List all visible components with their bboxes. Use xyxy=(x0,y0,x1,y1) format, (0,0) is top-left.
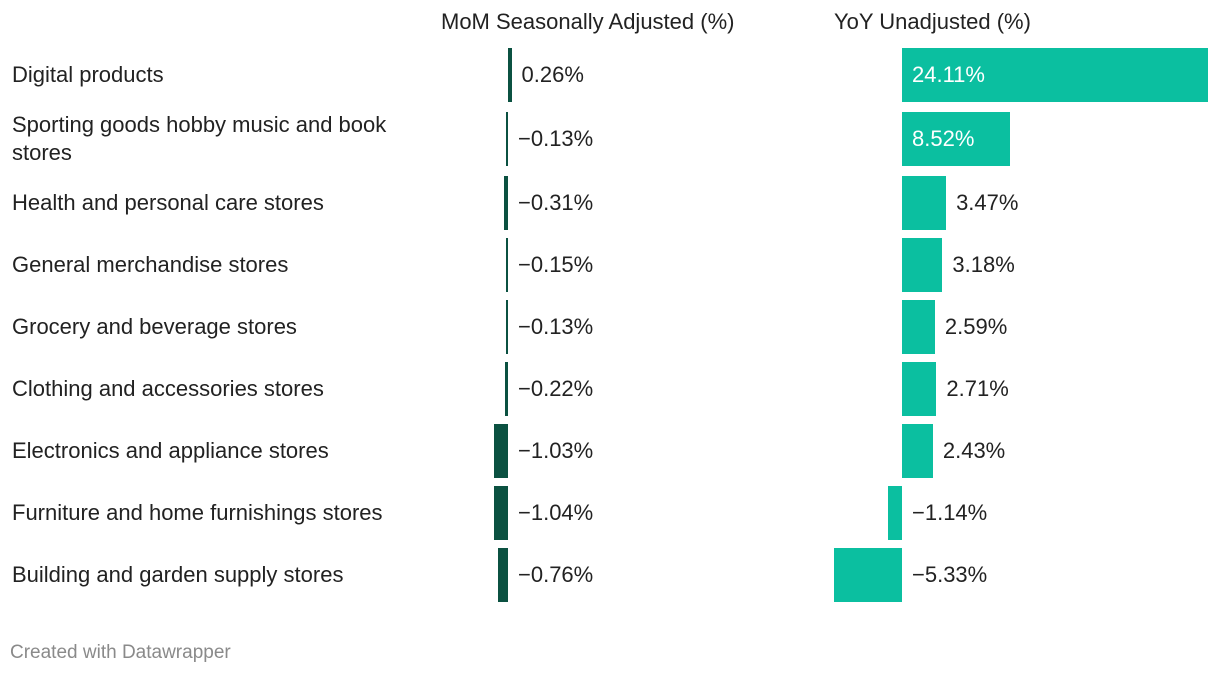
yoy-bar xyxy=(902,48,1209,102)
chart-row: General merchandise stores −0.15% 3.18% xyxy=(0,238,1220,292)
yoy-bar xyxy=(902,238,943,292)
mom-bar xyxy=(506,112,508,166)
chart-row: Health and personal care stores −0.31% 3.4… xyxy=(0,176,1220,230)
mom-bar xyxy=(503,176,508,230)
chart-row: Building and garden supply stores −0.76% −… xyxy=(0,548,1220,602)
datawrapper-credit: Created with Datawrapper xyxy=(10,642,231,663)
category-label: Digital products xyxy=(12,62,164,87)
category-label: Sporting goods hobby music and book stor… xyxy=(12,112,387,165)
yoy-bar xyxy=(902,112,1011,166)
mom-value-label: −0.22% xyxy=(518,376,594,401)
mom-value-label: −0.13% xyxy=(518,126,594,151)
yoy-value-label: 2.71% xyxy=(946,376,1009,401)
mom-value-label: −0.15% xyxy=(518,252,594,277)
mom-bar xyxy=(497,548,508,602)
mom-value-label: 0.26% xyxy=(521,62,584,87)
mom-bar xyxy=(505,238,508,292)
chart-row: Furniture and home furnishings stores −1.… xyxy=(0,486,1220,540)
mom-bar xyxy=(508,48,512,102)
category-label: Electronics and appliance stores xyxy=(12,438,329,463)
yoy-value-label: 2.59% xyxy=(944,314,1008,339)
yoy-bar xyxy=(902,362,937,416)
category-label: Clothing and accessories stores xyxy=(12,376,324,401)
yoy-value-label: −5.33% xyxy=(912,562,988,587)
yoy-bar xyxy=(887,486,902,540)
yoy-bar xyxy=(834,548,902,602)
category-label: Building and garden supply stores xyxy=(12,562,344,587)
yoy-value-label: 3.18% xyxy=(952,252,1015,277)
chart-row: Grocery and beverage stores −0.13% 2.59% xyxy=(0,300,1220,354)
mom-value-label: −0.31% xyxy=(518,190,594,215)
mom-value-label: −1.03% xyxy=(518,438,594,463)
column-header-mom: MoM Seasonally Adjusted (%) xyxy=(441,9,735,34)
yoy-value-label: 24.11% xyxy=(912,62,985,87)
yoy-value-label: 2.43% xyxy=(942,438,1006,463)
mom-bar xyxy=(505,362,508,416)
mom-bar xyxy=(493,486,508,540)
mom-bar xyxy=(506,300,508,354)
category-label: Grocery and beverage stores xyxy=(12,314,297,339)
yoy-value-label: 3.47% xyxy=(956,190,1019,215)
column-header-yoy: YoY Unadjusted (%) xyxy=(834,9,1031,34)
yoy-bar xyxy=(902,176,947,230)
mom-value-label: −0.13% xyxy=(518,314,594,339)
yoy-value-label: −1.14% xyxy=(912,500,988,525)
mom-value-label: −0.76% xyxy=(518,562,594,587)
yoy-value-label: 8.52% xyxy=(912,126,975,151)
category-label: General merchandise stores xyxy=(12,252,289,277)
chart-row: Electronics and appliance stores −1.03% 2.… xyxy=(0,424,1220,478)
mom-bar xyxy=(494,424,508,478)
category-label: Health and personal care stores xyxy=(12,190,324,215)
chart-row: Sporting goods hobby music and book stor… xyxy=(0,112,1220,166)
yoy-bar xyxy=(902,300,935,354)
category-label: Furniture and home furnishings stores xyxy=(12,500,383,525)
chart-row: Digital products 0.26% 24.11% xyxy=(0,48,1220,102)
chart-row: Clothing and accessories stores −0.22% 2.7… xyxy=(0,362,1220,416)
mom-value-label: −1.04% xyxy=(518,500,594,525)
yoy-bar xyxy=(902,424,933,478)
